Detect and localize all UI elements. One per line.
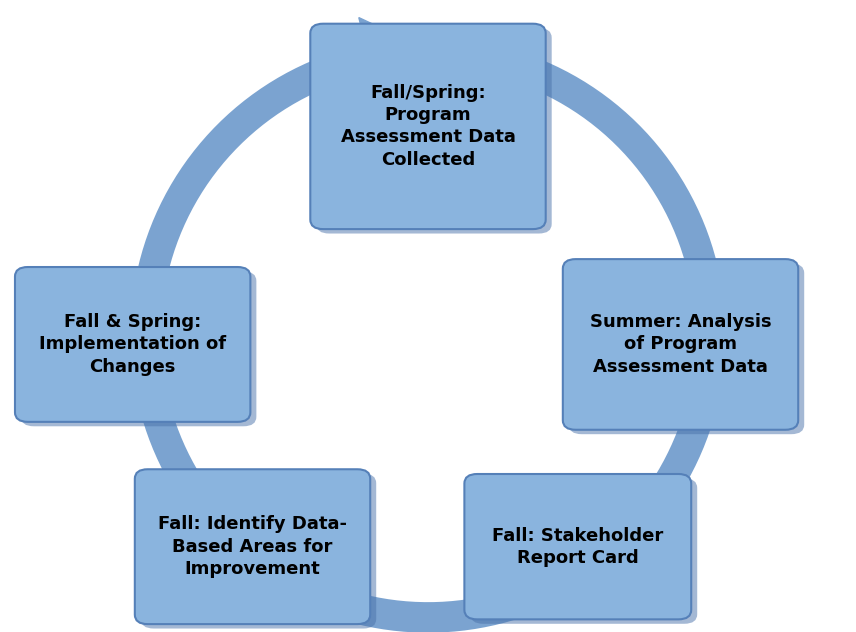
- FancyBboxPatch shape: [21, 272, 257, 426]
- Text: Fall: Stakeholder
Report Card: Fall: Stakeholder Report Card: [492, 526, 663, 567]
- FancyBboxPatch shape: [569, 264, 805, 434]
- Text: Fall: Identify Data-
Based Areas for
Improvement: Fall: Identify Data- Based Areas for Imp…: [158, 516, 347, 578]
- FancyBboxPatch shape: [310, 23, 545, 229]
- FancyBboxPatch shape: [15, 267, 250, 422]
- FancyBboxPatch shape: [563, 259, 799, 430]
- Text: Fall/Spring:
Program
Assessment Data
Collected: Fall/Spring: Program Assessment Data Col…: [341, 84, 515, 169]
- FancyBboxPatch shape: [140, 474, 376, 628]
- FancyBboxPatch shape: [316, 28, 551, 233]
- Polygon shape: [359, 18, 419, 100]
- FancyBboxPatch shape: [464, 474, 692, 619]
- Text: Fall & Spring:
Implementation of
Changes: Fall & Spring: Implementation of Changes: [39, 313, 226, 375]
- FancyBboxPatch shape: [471, 478, 698, 624]
- FancyBboxPatch shape: [134, 469, 370, 624]
- Text: Summer: Analysis
of Program
Assessment Data: Summer: Analysis of Program Assessment D…: [590, 313, 771, 375]
